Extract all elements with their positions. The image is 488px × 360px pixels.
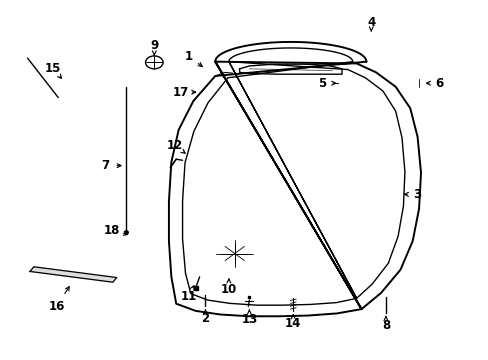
Bar [132, 233, 142, 239]
Bar [53, 98, 64, 108]
Text: 2: 2 [201, 311, 209, 325]
Text: 1: 1 [184, 50, 192, 63]
Text: 13: 13 [241, 313, 257, 327]
Bar [363, 52, 377, 58]
Text: 11: 11 [180, 290, 196, 303]
Text: 3: 3 [413, 188, 421, 201]
Bar [59, 103, 74, 116]
Text: 10: 10 [220, 283, 237, 296]
Text: 4: 4 [366, 16, 375, 29]
Text: 14: 14 [285, 317, 301, 330]
Text: 6: 6 [434, 77, 443, 90]
Text: 8: 8 [381, 319, 389, 332]
Text: 7: 7 [102, 159, 109, 172]
Text: 15: 15 [45, 62, 61, 75]
Bar [366, 58, 374, 62]
Bar [44, 87, 58, 101]
Text: 12: 12 [167, 139, 183, 152]
Text: 9: 9 [150, 39, 158, 52]
Bar [48, 113, 61, 123]
Text: 16: 16 [48, 300, 65, 313]
Bar [361, 41, 379, 47]
Bar [365, 47, 375, 53]
Text: 5: 5 [318, 77, 326, 90]
Text: 17: 17 [173, 86, 189, 99]
Bar [42, 119, 61, 130]
Text: 18: 18 [103, 224, 120, 237]
Polygon shape [30, 267, 117, 282]
